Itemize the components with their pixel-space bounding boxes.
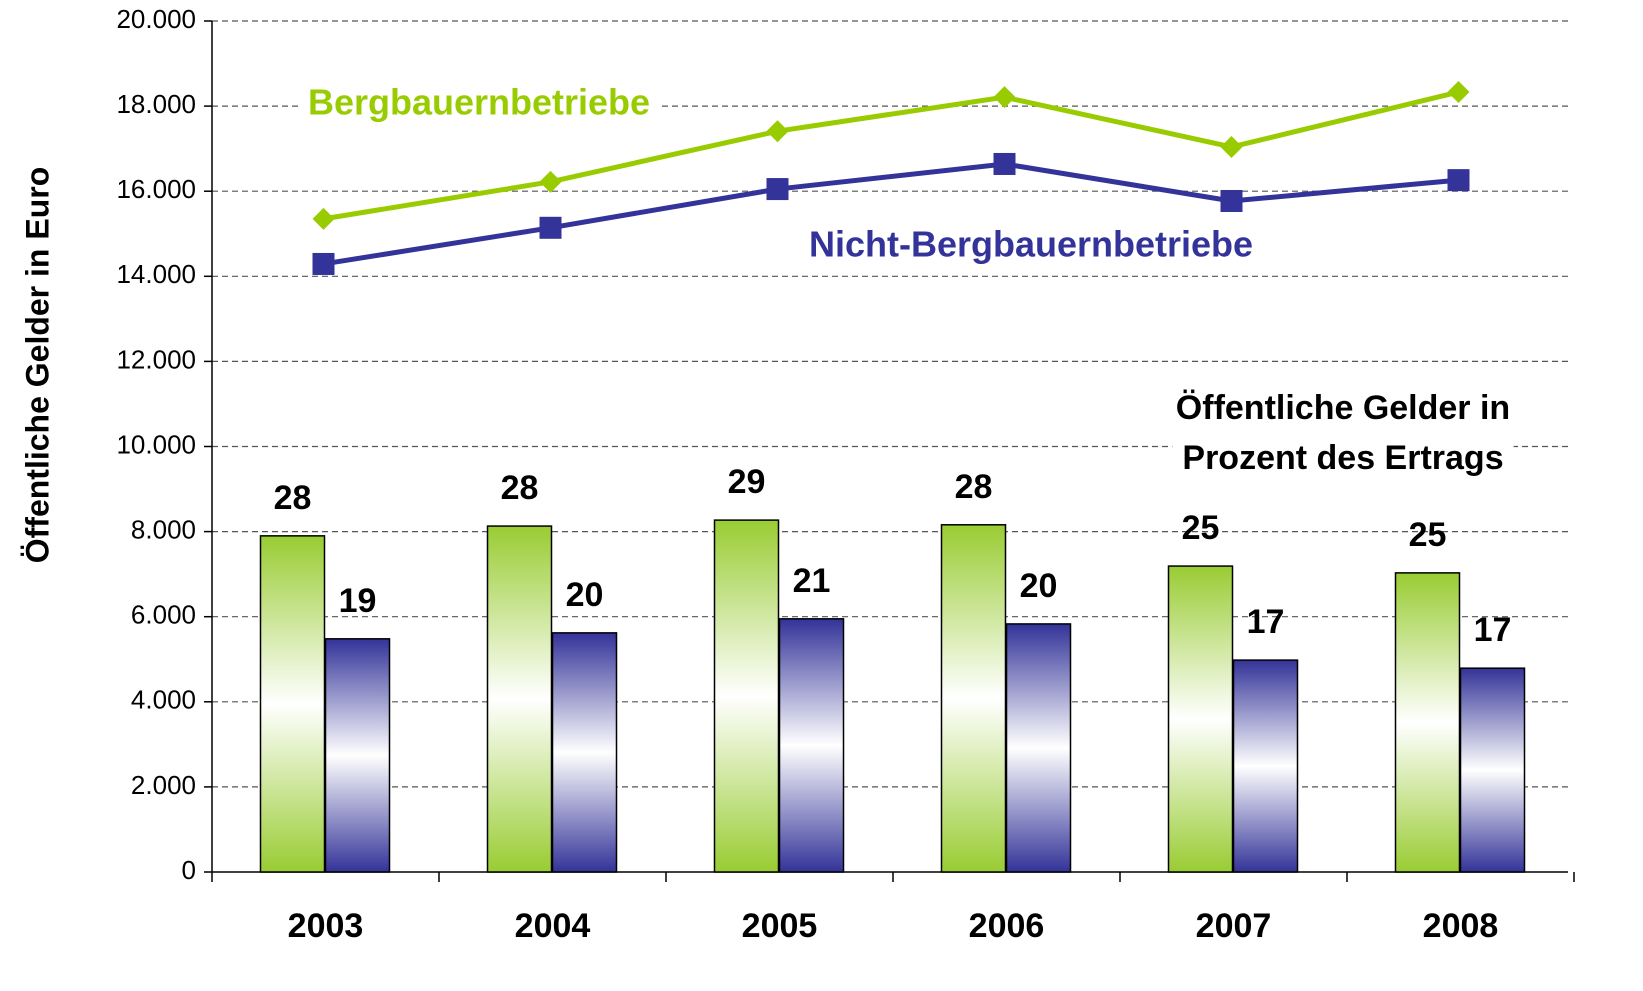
annotation: Öffentliche Gelder in bbox=[1176, 389, 1510, 427]
label-background bbox=[299, 81, 659, 123]
bar-percent-label: 21 bbox=[793, 562, 831, 600]
bar bbox=[1459, 667, 1526, 873]
bar-percent-label: 28 bbox=[274, 479, 312, 517]
marker bbox=[993, 86, 1016, 109]
marker bbox=[993, 152, 1016, 175]
label-background bbox=[1172, 438, 1514, 477]
bar-percent-label: 28 bbox=[955, 468, 993, 506]
marker bbox=[312, 207, 335, 230]
bar bbox=[1232, 659, 1299, 873]
bar bbox=[778, 618, 845, 873]
y-tick-label: 8.000 bbox=[131, 514, 196, 544]
y-tick-label: 6.000 bbox=[131, 600, 196, 630]
y-tick-label: 12.000 bbox=[116, 344, 196, 374]
bar bbox=[713, 519, 780, 873]
bar-percent-label: 25 bbox=[1409, 516, 1447, 554]
y-tick-label: 18.000 bbox=[116, 89, 196, 119]
annotation: Prozent des Ertrags bbox=[1182, 439, 1503, 477]
bar-percent-label: 17 bbox=[1474, 611, 1512, 649]
marker bbox=[1220, 189, 1243, 212]
y-tick-label: 2.000 bbox=[131, 770, 196, 800]
bar bbox=[1005, 623, 1072, 873]
marker bbox=[766, 178, 789, 201]
bar-percent-label: 29 bbox=[728, 463, 766, 501]
y-tick-label: 0 bbox=[182, 855, 196, 885]
y-axis-label: Öffentliche Gelder in Euro bbox=[19, 167, 55, 564]
y-tick-label: 16.000 bbox=[116, 174, 196, 204]
line bbox=[323, 161, 1459, 267]
y-tick-label: 14.000 bbox=[116, 259, 196, 289]
marker bbox=[1447, 81, 1470, 104]
marker bbox=[312, 252, 335, 275]
bar bbox=[486, 525, 553, 873]
y-tick-label: 4.000 bbox=[131, 685, 196, 715]
line bbox=[323, 89, 1460, 222]
series-label: Nicht-Bergbauernbetriebe bbox=[809, 224, 1253, 265]
bar bbox=[259, 535, 326, 873]
bar bbox=[324, 638, 391, 873]
x-tick-label: 2008 bbox=[1423, 907, 1499, 945]
marker bbox=[539, 216, 562, 239]
bar bbox=[940, 524, 1007, 873]
y-tick-label: 20.000 bbox=[116, 4, 196, 34]
bar bbox=[551, 632, 618, 873]
marker bbox=[539, 170, 562, 193]
bar-percent-label: 25 bbox=[1182, 509, 1220, 547]
marker bbox=[1447, 169, 1470, 192]
bar bbox=[1394, 572, 1461, 873]
bar-percent-label: 17 bbox=[1247, 603, 1285, 641]
y-tick-label: 10.000 bbox=[116, 429, 196, 459]
bar-percent-label: 20 bbox=[1020, 567, 1058, 605]
label-background bbox=[800, 223, 1262, 265]
x-tick-label: 2004 bbox=[515, 907, 591, 945]
x-tick-label: 2003 bbox=[288, 907, 364, 945]
bar bbox=[1167, 565, 1234, 873]
bar-percent-label: 19 bbox=[339, 582, 377, 620]
marker bbox=[766, 120, 789, 143]
label-background bbox=[1165, 388, 1521, 427]
series-label: Bergbauernbetriebe bbox=[308, 82, 650, 123]
x-tick-label: 2007 bbox=[1196, 907, 1272, 945]
marker bbox=[1220, 135, 1243, 158]
x-tick-label: 2005 bbox=[742, 907, 818, 945]
bar-percent-label: 28 bbox=[501, 469, 539, 507]
x-tick-label: 2006 bbox=[969, 907, 1045, 945]
bar-percent-label: 20 bbox=[566, 576, 604, 614]
